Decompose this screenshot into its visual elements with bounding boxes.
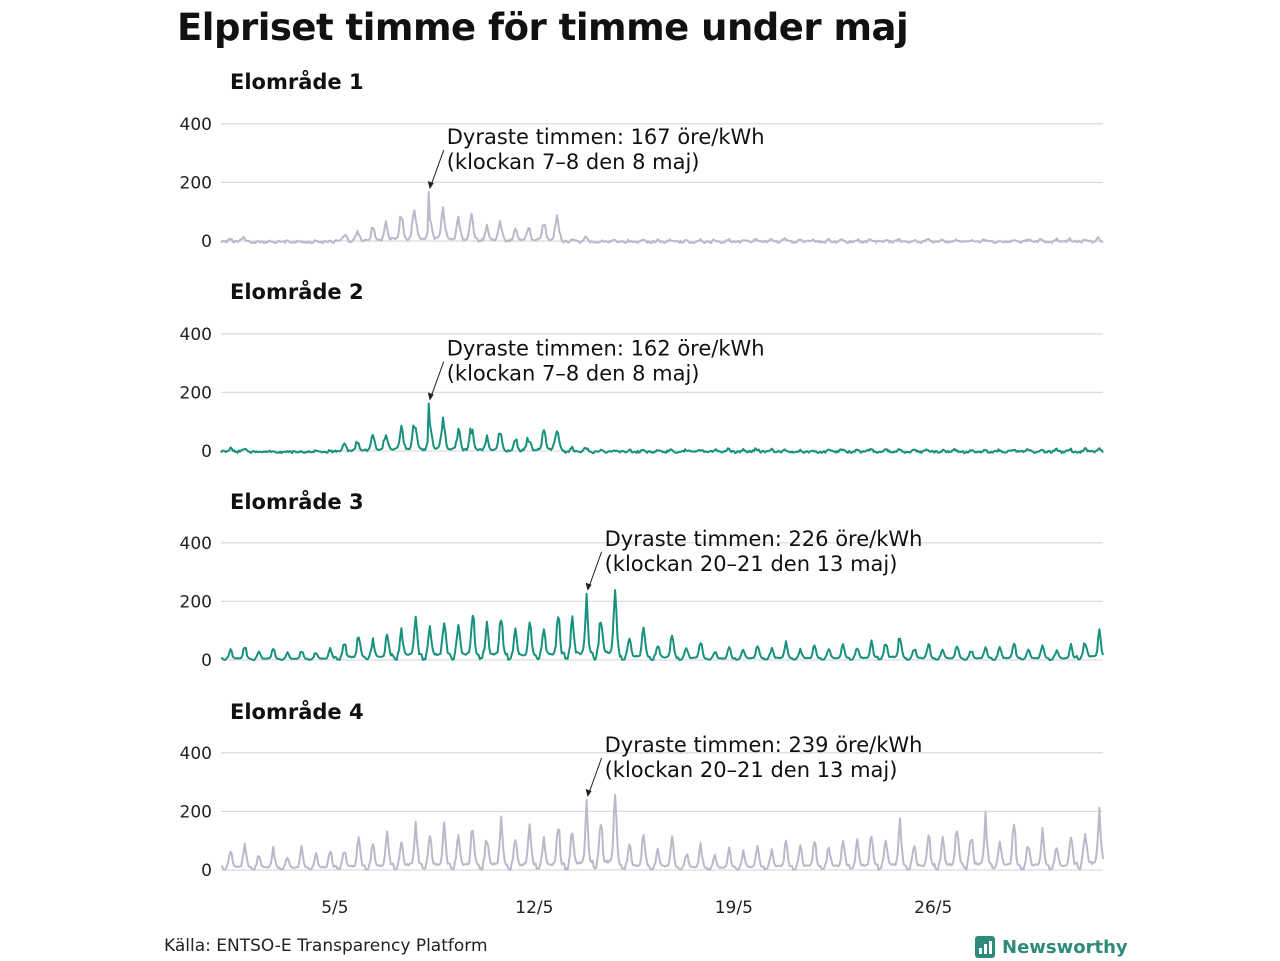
annotation-arrow [588,551,603,588]
annotation-arrowhead [585,788,592,797]
chart-title: Elpriset timme för timme under maj [177,6,909,49]
x-tick-label: 5/5 [321,898,348,918]
series-line [220,589,1104,661]
panel-title: Elområde 1 [230,69,364,94]
x-tick-label: 26/5 [914,898,952,918]
chart-panel: Elområde 2 0 200 400 Dyraste timmen: 162 öre… [180,279,1104,462]
series-line [220,402,1104,455]
annotation-arrowhead [427,181,434,190]
annotation-arrow [588,757,603,795]
y-tick-label: 400 [180,534,212,554]
y-tick-label: 400 [180,744,212,764]
panel-title: Elområde 4 [230,699,364,724]
x-tick-label: 12/5 [515,898,553,918]
annotation-arrow [430,149,445,187]
x-tick-label: 19/5 [715,898,753,918]
annotation-arrowhead [585,582,592,591]
y-tick-label: 200 [180,592,212,612]
annotation-line1: Dyraste timmen: 226 öre/kWh [605,527,923,551]
y-tick-label: 200 [180,802,212,822]
annotation-arrowhead [427,392,434,401]
y-tick-label: 0 [201,651,212,671]
y-tick-label: 400 [180,325,212,345]
y-tick-label: 200 [180,173,212,193]
chart-panel: Elområde 3 0 200 400 Dyraste timmen: 226 öre… [180,489,1104,671]
annotation-line1: Dyraste timmen: 162 öre/kWh [447,337,765,361]
series-line [220,793,1104,871]
annotation-line2: (klockan 7–8 den 8 maj) [447,362,700,386]
panel-title: Elområde 3 [230,489,364,514]
annotation-line2: (klockan 7–8 den 8 maj) [447,150,700,174]
chart-panel: Elområde 4 0 200 400 Dyraste timmen: 239 öre… [180,699,1104,881]
chart-panel: Elområde 1 0 200 400 Dyraste timmen: 167 öre… [180,69,1104,252]
chart-canvas: Elområde 1 0 200 400 Dyraste timmen: 167 öre… [180,69,1104,918]
annotation-line2: (klockan 20–21 den 13 maj) [605,758,898,782]
annotation-arrow [430,361,445,398]
y-tick-label: 0 [201,442,212,462]
brand-logo: Newsworthy [975,933,1128,961]
series-line [220,191,1104,245]
brand-name: Newsworthy [1002,936,1128,958]
panel-title: Elområde 2 [230,279,364,304]
y-tick-label: 0 [201,861,212,881]
annotation-line1: Dyraste timmen: 167 öre/kWh [447,125,765,149]
annotation-line1: Dyraste timmen: 239 öre/kWh [605,733,923,757]
annotation-line2: (klockan 20–21 den 13 maj) [605,552,898,576]
y-tick-label: 400 [180,115,212,135]
y-tick-label: 0 [201,232,212,252]
newsworthy-logo-icon [975,936,995,958]
source-note: Källa: ENTSO-E Transparency Platform [164,936,488,956]
y-tick-label: 200 [180,383,212,403]
